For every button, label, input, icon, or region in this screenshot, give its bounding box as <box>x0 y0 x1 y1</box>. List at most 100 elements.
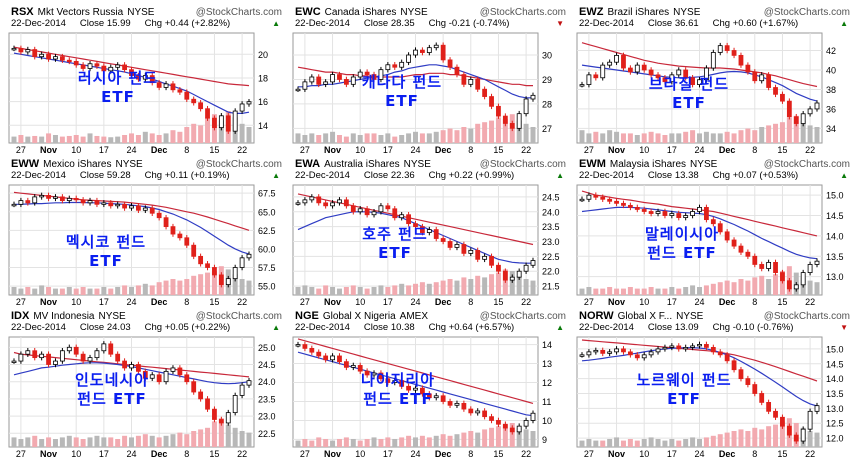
volume-bar <box>808 125 813 143</box>
volume-bar <box>12 137 17 143</box>
x-tick-label: 15 <box>777 297 787 307</box>
volume-bar <box>482 277 487 295</box>
volume-bar <box>108 289 113 295</box>
volume-bar <box>461 433 466 447</box>
fund-title-overlay: 캐나다 펀드 ETF <box>362 73 442 111</box>
volume-bar <box>738 130 743 143</box>
volume-bar <box>60 437 65 447</box>
x-tick-label: 15 <box>493 145 503 155</box>
candlestick <box>226 410 230 426</box>
volume-bar <box>53 289 58 295</box>
volume-bar <box>316 437 321 447</box>
volume-bar <box>773 274 778 295</box>
candlestick <box>192 242 196 259</box>
volume-bar <box>46 437 51 447</box>
volume-bar <box>475 433 480 447</box>
volume-bar <box>177 433 182 447</box>
volume-bar <box>143 434 148 447</box>
volume-bar <box>759 276 764 295</box>
volume-bar <box>18 289 23 295</box>
volume-bar <box>240 124 245 143</box>
y-tick-label: 24.5 <box>542 192 560 202</box>
chart-date: 22-Dec-2014 <box>579 18 634 29</box>
candlestick <box>601 62 605 80</box>
volume-bar <box>122 135 127 143</box>
candlestick <box>226 113 230 134</box>
ticker-symbol: NGE <box>295 310 319 322</box>
volume-bar <box>25 287 30 295</box>
close-label: Close 10.38 <box>364 322 415 333</box>
header-line-1: NORW Global X F... NYSE @StockCharts.com <box>579 311 850 322</box>
x-tick-label: 17 <box>99 449 109 459</box>
fund-title-line: 나이지리아 <box>361 371 435 390</box>
candlestick <box>704 205 708 223</box>
exchange: NYSE <box>404 159 431 170</box>
x-tick-label: 8 <box>468 449 473 459</box>
volume-bar <box>74 135 79 143</box>
x-tick-label: 22 <box>237 297 247 307</box>
volume-bar <box>316 289 321 295</box>
volume-bar <box>580 289 585 295</box>
volume-bar <box>129 133 134 143</box>
chart-date: 22-Dec-2014 <box>295 170 350 181</box>
volume-bar <box>205 428 210 447</box>
up-arrow-icon: ▲ <box>272 322 280 333</box>
x-tick-label: 27 <box>300 145 310 155</box>
volume-bar <box>81 137 86 143</box>
change-value: +0.05 (+0.22%) <box>165 322 231 333</box>
fund-title-line: ETF <box>362 92 442 111</box>
y-tick-label: 12.0 <box>826 434 844 444</box>
fund-title-line: 노르웨이 펀드 <box>636 371 731 390</box>
close-label: Close 15.99 <box>80 18 131 29</box>
volume-bar <box>448 436 453 447</box>
volume-bar <box>129 287 134 295</box>
x-tick-label: 24 <box>694 145 704 155</box>
volume-bar <box>475 276 480 295</box>
y-tick-label: 14.0 <box>826 374 844 384</box>
close-value: 15.99 <box>107 18 131 29</box>
volume-bar <box>302 285 307 295</box>
fund-name: Mexico iShares <box>43 159 111 170</box>
volume-bar <box>25 437 30 447</box>
header-line-1: IDX MV Indonesia NYSE @StockCharts.com <box>11 311 282 322</box>
x-tick-label: 27 <box>16 297 26 307</box>
volume-bar <box>656 289 661 295</box>
x-tick-label: 27 <box>584 297 594 307</box>
candlestick <box>621 53 625 71</box>
y-tick-label: 22.5 <box>258 429 276 439</box>
volume-bar <box>81 439 86 447</box>
volume-bar <box>656 133 661 143</box>
x-tick-label: 27 <box>16 145 26 155</box>
volume-bar <box>690 130 695 143</box>
volume-bar <box>683 439 688 447</box>
volume-bar <box>711 436 716 447</box>
volume-bar <box>607 130 612 143</box>
exchange: NYSE <box>673 7 700 18</box>
change-label: Chg +0.07 (+0.53%) <box>713 170 799 181</box>
fund-name: Global X F... <box>618 311 672 322</box>
volume-bar <box>191 431 196 447</box>
volume-bar <box>198 274 203 295</box>
volume-bar <box>496 426 501 447</box>
volume-bar <box>628 133 633 143</box>
volume-bar <box>365 133 370 143</box>
volume-bar <box>60 137 65 143</box>
x-tick-label: Dec <box>435 297 452 307</box>
chart-panel-idx: IDX MV Indonesia NYSE @StockCharts.com 22-De… <box>6 310 286 460</box>
y-tick-label: 38 <box>826 85 836 95</box>
y-tick-label: 14.5 <box>826 359 844 369</box>
change-value: +0.64 (+6.57%) <box>449 322 515 333</box>
volume-bar <box>704 437 709 447</box>
up-arrow-icon: ▲ <box>840 170 848 181</box>
x-tick-label: 27 <box>584 145 594 155</box>
volume-bar <box>212 421 217 447</box>
volume-bar <box>39 137 44 143</box>
volume-bar <box>489 274 494 295</box>
volume-bar <box>752 277 757 295</box>
volume-bar <box>420 436 425 447</box>
close-value: 13.38 <box>675 170 699 181</box>
volume-bar <box>88 133 93 143</box>
volume-bar <box>74 437 79 447</box>
volume-bar <box>378 135 383 143</box>
x-tick-label: Nov <box>324 449 341 459</box>
